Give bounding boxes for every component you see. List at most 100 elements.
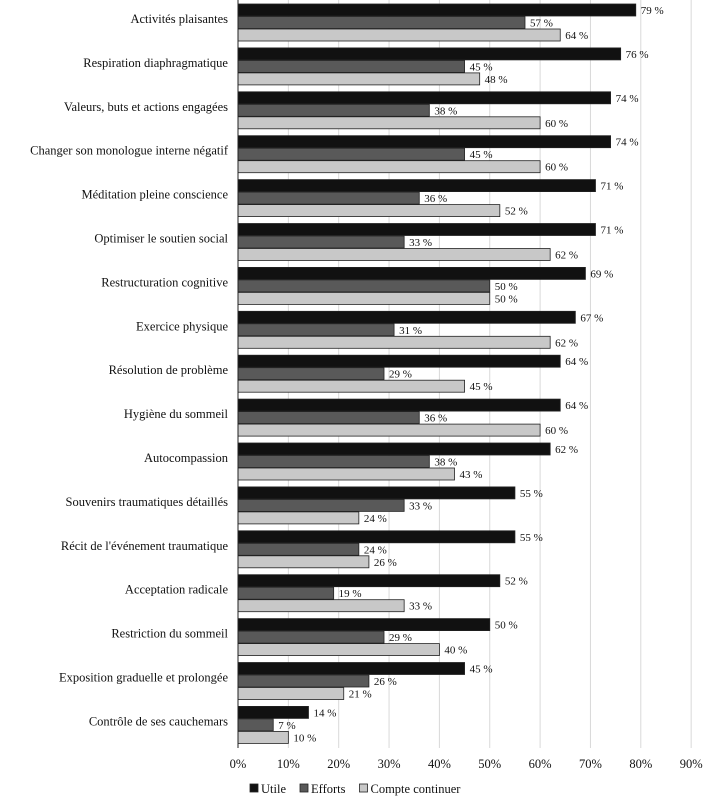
bar-compte-continuer	[237, 511, 360, 525]
bar-utile	[237, 574, 501, 588]
legend-swatch-compte-continuer	[359, 783, 368, 793]
bar-efforts	[237, 103, 430, 117]
value-label: 64 %	[565, 400, 588, 412]
category-label: Respiration diaphragmatique	[83, 56, 228, 70]
value-label: 76 %	[626, 49, 649, 61]
x-tick-label: 0%	[230, 757, 247, 771]
value-label: 21 %	[349, 689, 372, 701]
bar-utile	[237, 266, 586, 280]
value-label: 19 %	[339, 588, 362, 600]
bar-efforts	[237, 542, 360, 556]
value-label: 50 %	[495, 293, 518, 305]
bar-efforts	[237, 455, 430, 468]
bar-efforts	[237, 279, 491, 293]
value-label: 55 %	[520, 532, 543, 544]
value-label: 52 %	[505, 206, 528, 218]
value-label: 26 %	[374, 676, 397, 688]
bar-compte-continuer	[237, 28, 561, 42]
bar-efforts	[237, 718, 274, 732]
bar-utile	[237, 47, 622, 61]
value-label: 52 %	[505, 576, 528, 588]
value-label: 57 %	[530, 18, 553, 30]
value-label: 62 %	[555, 444, 578, 456]
legend-label: Efforts	[311, 782, 346, 796]
value-label: 29 %	[389, 369, 412, 381]
bar-compte-continuer	[237, 335, 551, 349]
bar-efforts	[237, 498, 405, 512]
value-label: 26 %	[374, 557, 397, 569]
bar-compte-continuer	[237, 379, 465, 393]
x-tick-label: 20%	[327, 757, 350, 771]
category-label: Résolution de problème	[109, 363, 229, 377]
bar-compte-continuer	[237, 291, 491, 305]
value-label: 71 %	[600, 225, 623, 237]
category-label: Activités plaisantes	[130, 12, 228, 26]
value-label: 60 %	[545, 118, 568, 130]
bar-utile	[237, 3, 637, 17]
bar-utile	[237, 179, 596, 193]
x-tick-label: 40%	[428, 757, 451, 771]
category-label: Acceptation radicale	[125, 583, 229, 597]
bar-efforts	[237, 323, 395, 337]
bar-utile	[237, 398, 561, 412]
value-label: 43 %	[460, 469, 483, 481]
value-label: 36 %	[424, 413, 447, 425]
category-label: Hygiène du sommeil	[124, 407, 229, 421]
bar-compte-continuer	[237, 599, 405, 613]
category-label: Optimiser le soutien social	[94, 232, 228, 246]
x-tick-label: 80%	[629, 757, 652, 771]
value-label: 60 %	[545, 162, 568, 174]
category-label: Récit de l'événement traumatique	[61, 539, 229, 553]
bar-compte-continuer	[237, 204, 501, 218]
value-label: 36 %	[424, 193, 447, 205]
bar-utile	[237, 618, 491, 631]
category-label: Restriction du sommeil	[111, 627, 228, 641]
category-label: Restructuration cognitive	[101, 275, 228, 289]
bar-efforts	[237, 16, 526, 29]
bar-compte-continuer	[237, 248, 551, 261]
value-label: 74 %	[616, 93, 639, 105]
bar-utile	[237, 706, 309, 719]
legend-swatch-efforts	[299, 783, 309, 793]
value-label: 40 %	[444, 645, 467, 657]
bar-compte-continuer	[237, 72, 481, 86]
category-label: Exercice physique	[136, 319, 228, 333]
value-label: 38 %	[434, 457, 457, 469]
bar-efforts	[237, 367, 385, 381]
bar-utile	[237, 310, 576, 324]
value-label: 24 %	[364, 544, 387, 556]
value-label: 48 %	[485, 74, 508, 86]
category-label: Souvenirs traumatiques détaillés	[66, 495, 229, 509]
legend-label: Compte continuer	[371, 782, 462, 796]
value-label: 74 %	[616, 137, 639, 149]
bar-utile	[237, 354, 561, 368]
value-label: 45 %	[470, 149, 493, 161]
bar-compte-continuer	[237, 555, 370, 569]
bar-utile	[237, 135, 611, 149]
x-tick-label: 10%	[277, 757, 300, 771]
value-label: 45 %	[470, 61, 493, 73]
value-label: 33 %	[409, 237, 432, 249]
value-label: 29 %	[389, 632, 412, 644]
value-label: 10 %	[293, 732, 316, 744]
value-label: 31 %	[399, 325, 422, 337]
value-label: 69 %	[590, 268, 613, 280]
bar-utile	[237, 442, 551, 456]
bar-utile	[237, 91, 611, 105]
value-label: 64 %	[565, 30, 588, 42]
bar-efforts	[237, 586, 335, 600]
value-label: 71 %	[600, 181, 623, 193]
x-tick-label: 60%	[529, 757, 552, 771]
value-label: 14 %	[313, 707, 336, 719]
value-label: 67 %	[580, 312, 603, 324]
category-label: Contrôle de ses cauchemars	[89, 714, 228, 728]
category-label: Changer son monologue interne négatif	[30, 144, 229, 158]
bar-efforts	[237, 411, 420, 425]
bar-utile	[237, 223, 596, 236]
category-label: Autocompassion	[144, 451, 229, 465]
bar-utile	[237, 662, 465, 675]
value-label: 62 %	[555, 337, 578, 349]
value-label: 55 %	[520, 488, 543, 500]
bar-utile	[237, 486, 516, 500]
